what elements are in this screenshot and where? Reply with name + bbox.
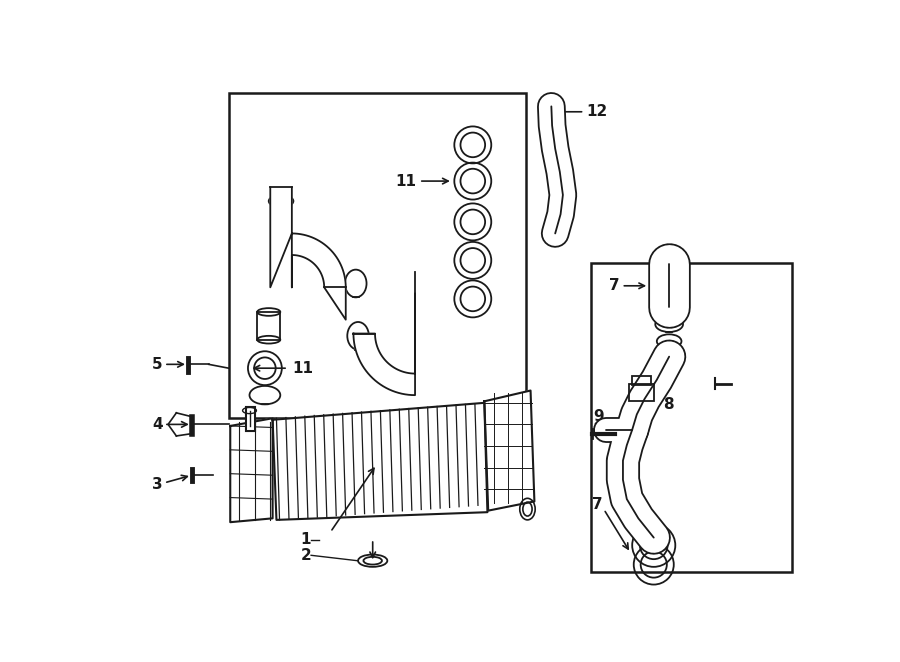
Bar xyxy=(229,93,526,418)
Text: 3: 3 xyxy=(152,477,163,492)
Polygon shape xyxy=(230,418,273,522)
Bar xyxy=(257,312,280,340)
Polygon shape xyxy=(484,391,535,510)
Text: 11: 11 xyxy=(396,173,417,189)
Text: 11: 11 xyxy=(292,361,313,376)
Polygon shape xyxy=(273,403,488,520)
Text: 5: 5 xyxy=(152,357,163,372)
Text: 12: 12 xyxy=(586,105,608,119)
Text: 2: 2 xyxy=(301,547,311,563)
Polygon shape xyxy=(354,293,415,395)
Text: 6: 6 xyxy=(667,245,678,260)
Text: 7: 7 xyxy=(592,497,603,512)
Text: 10: 10 xyxy=(370,418,391,434)
Text: 8: 8 xyxy=(663,397,673,412)
Bar xyxy=(629,383,653,401)
Bar xyxy=(590,263,792,572)
Text: 9: 9 xyxy=(593,409,604,424)
Polygon shape xyxy=(270,187,346,320)
Text: 7: 7 xyxy=(609,278,620,293)
Text: 4: 4 xyxy=(152,417,163,432)
Text: 1: 1 xyxy=(301,532,311,547)
Bar xyxy=(632,376,651,385)
